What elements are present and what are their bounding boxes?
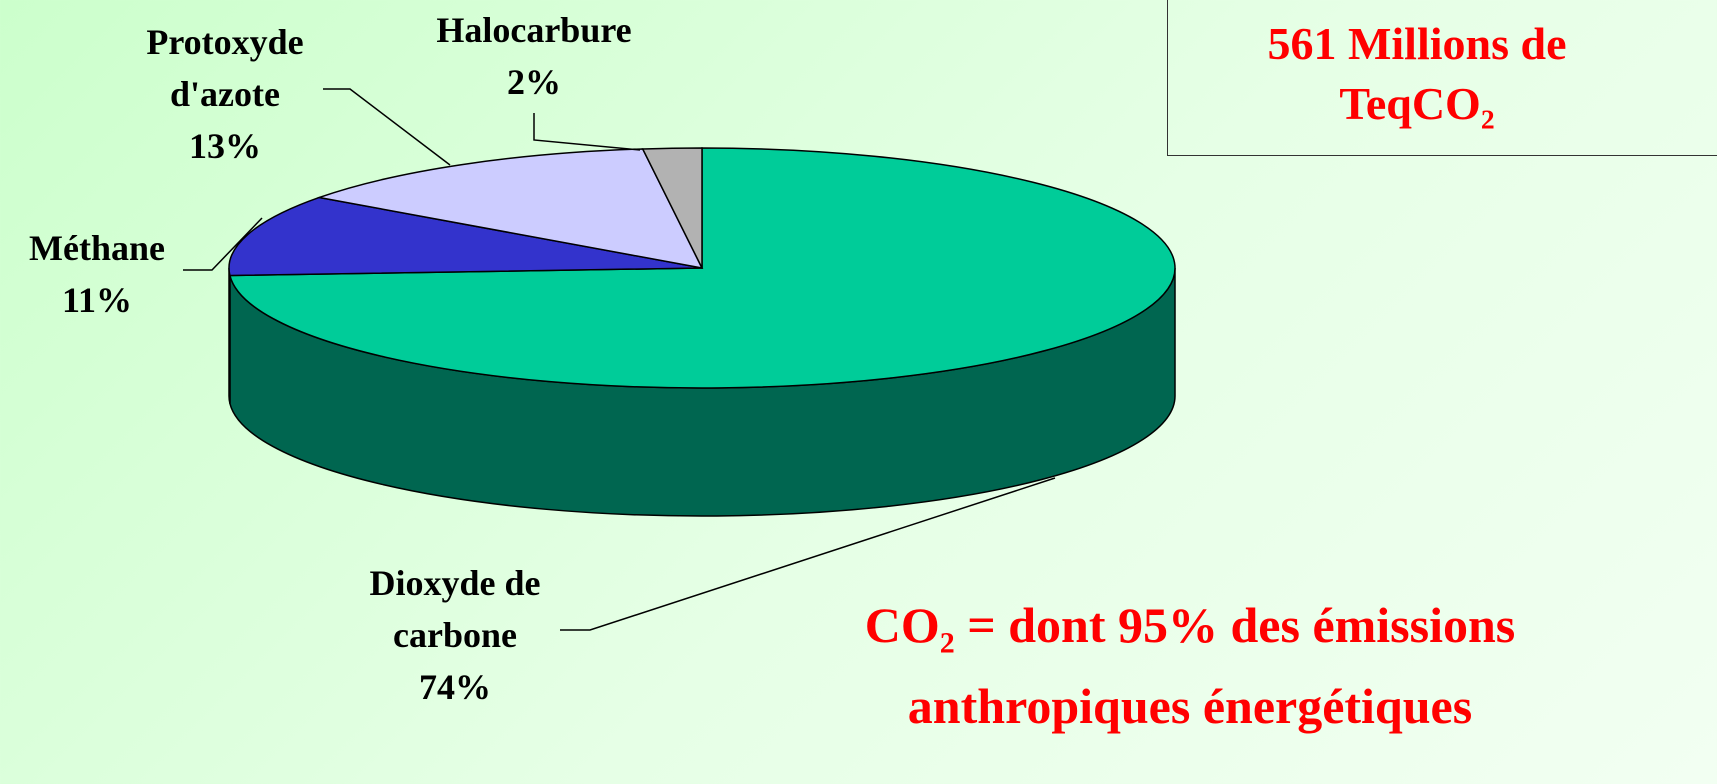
note-line1: CO2 = dont 95% des émissions: [790, 594, 1590, 675]
category-label: Méthane: [29, 228, 165, 268]
note: CO2 = dont 95% des émissions anthropiques…: [790, 594, 1590, 737]
total-line1: 561 Millions de: [1267, 18, 1567, 69]
total-unit-sub: 2: [1480, 103, 1495, 135]
leader-line: [183, 217, 263, 271]
note-line2: anthropiques énergétiques: [907, 677, 1473, 734]
slice-label: Protoxyde d'azote 13%: [125, 16, 325, 172]
slice: [228, 196, 703, 277]
total-text: 561 Millions de TeqCO2: [1167, 14, 1667, 150]
category-label: Halocarbure: [436, 10, 632, 50]
total-box: [1167, 0, 1717, 156]
total-unit: TeqCO: [1339, 78, 1481, 129]
leader-line: [323, 88, 451, 166]
note-rest: = dont 95% des émissions: [967, 597, 1516, 653]
slice-label: Halocarbure 2%: [414, 4, 654, 108]
value-label: 11%: [61, 280, 132, 320]
value-label: 13%: [189, 126, 261, 166]
slice: [641, 147, 703, 269]
slice-label: Méthane 11%: [0, 222, 197, 326]
category-label: Protoxyde d'azote: [146, 22, 304, 114]
category-label: Dioxyde de carbone: [369, 563, 541, 655]
value-label: 2%: [507, 62, 561, 102]
value-label: 74%: [419, 667, 491, 707]
note-sub: 2: [939, 626, 955, 660]
total-line2: TeqCO2: [1167, 74, 1667, 150]
note-start: CO: [864, 597, 940, 653]
slice: [316, 148, 704, 270]
slice-side: [228, 267, 231, 404]
leader-line: [560, 477, 1056, 631]
slice-label: Dioxyde de carbone 74%: [345, 557, 565, 713]
leader-line: [533, 113, 641, 151]
